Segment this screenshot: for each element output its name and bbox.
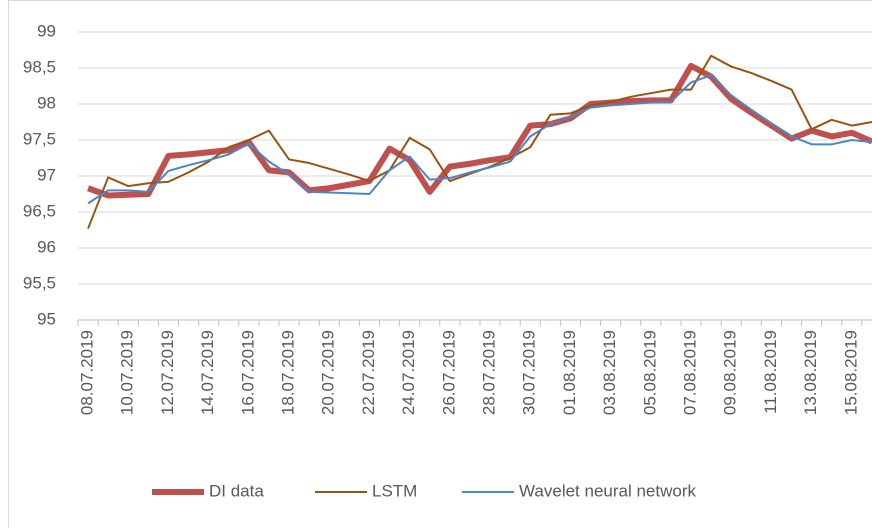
series-line bbox=[87, 62, 872, 199]
legend-label: DI data bbox=[209, 481, 264, 500]
x-tick-label: 03.08.2019 bbox=[600, 330, 619, 415]
x-tick-label: 20.07.2019 bbox=[319, 330, 338, 415]
legend-label: Wavelet neural network bbox=[519, 481, 697, 500]
y-tick-label: 95 bbox=[37, 309, 56, 328]
series-line bbox=[87, 74, 872, 205]
series-line bbox=[87, 54, 872, 229]
y-tick-label: 98,5 bbox=[23, 57, 56, 76]
x-tick-label: 08.07.2019 bbox=[78, 330, 97, 415]
x-tick-label: 16.07.2019 bbox=[238, 330, 257, 415]
x-tick-label: 26.07.2019 bbox=[439, 330, 458, 415]
x-tick-label: 09.08.2019 bbox=[721, 330, 740, 415]
x-tick-label: 18.07.2019 bbox=[279, 330, 298, 415]
x-tick-label: 15.08.2019 bbox=[841, 330, 860, 415]
x-tick-label: 05.08.2019 bbox=[640, 330, 659, 415]
x-tick-label: 24.07.2019 bbox=[399, 330, 418, 415]
x-tick-label: 07.08.2019 bbox=[681, 330, 700, 415]
y-tick-label: 96 bbox=[37, 237, 56, 256]
y-tick-label: 97 bbox=[37, 165, 56, 184]
x-tick-label: 12.07.2019 bbox=[158, 330, 177, 415]
x-tick-label: 14.07.2019 bbox=[198, 330, 217, 415]
y-tick-label: 95,5 bbox=[23, 273, 56, 292]
y-tick-label: 97,5 bbox=[23, 129, 56, 148]
y-tick-label: 96,5 bbox=[23, 201, 56, 220]
x-tick-label: 10.07.2019 bbox=[118, 330, 137, 415]
x-tick-label: 22.07.2019 bbox=[359, 330, 378, 415]
x-tick-label: 13.08.2019 bbox=[801, 330, 820, 415]
x-tick-label: 28.07.2019 bbox=[480, 330, 499, 415]
x-tick-label: 30.07.2019 bbox=[520, 330, 539, 415]
chart-border bbox=[8, 0, 872, 528]
x-tick-label: 01.08.2019 bbox=[560, 330, 579, 415]
y-tick-label: 99 bbox=[37, 21, 56, 40]
y-tick-label: 98 bbox=[37, 93, 56, 112]
x-tick-label: 11.08.2019 bbox=[761, 330, 780, 414]
legend-label: LSTM bbox=[372, 481, 417, 500]
